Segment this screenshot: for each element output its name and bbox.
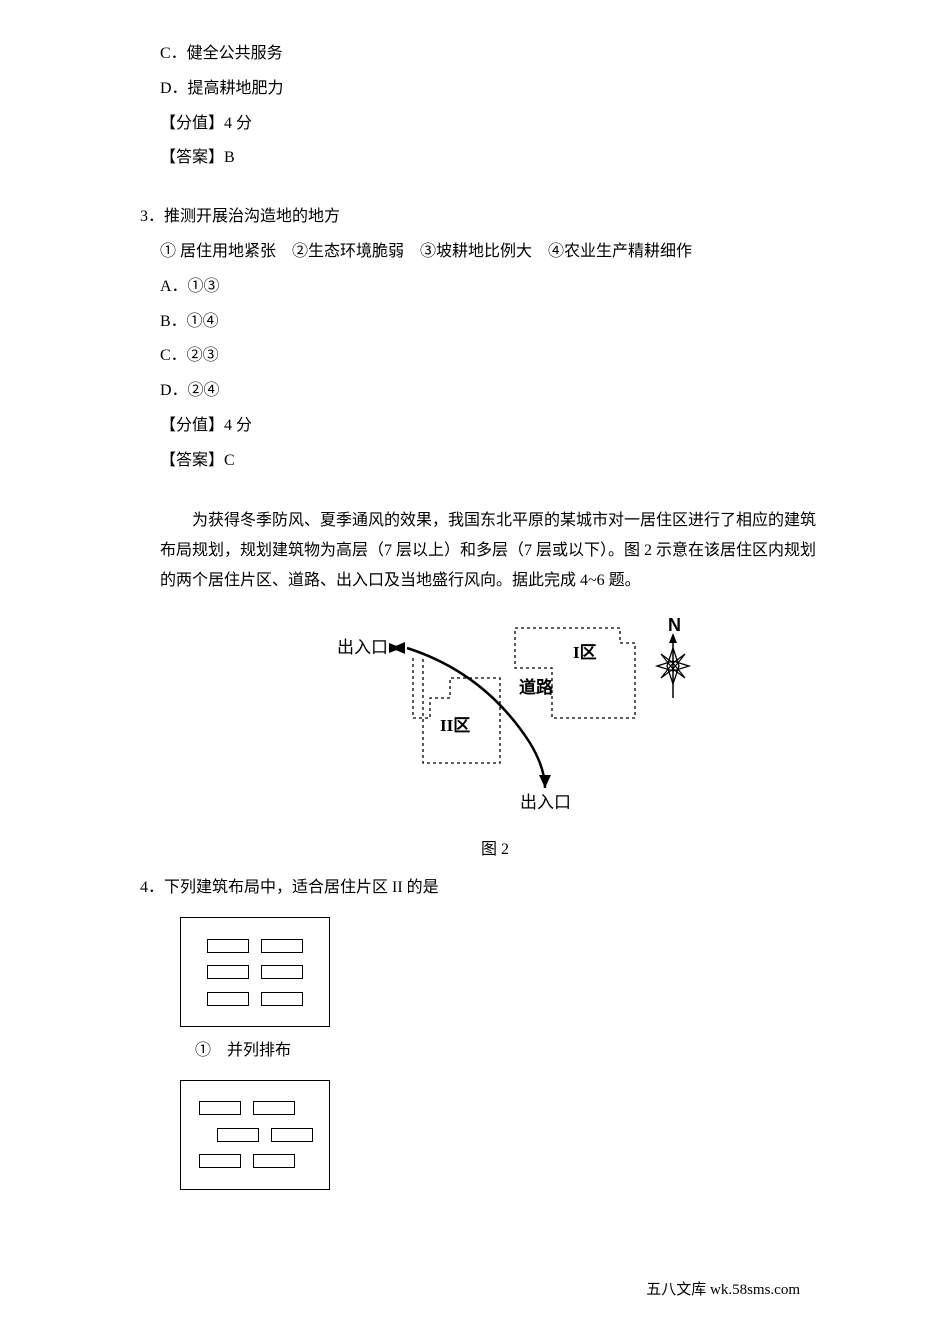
building-icon [261,965,303,979]
layout1-row3 [207,992,303,1006]
layout1-row2 [207,965,303,979]
layout1-row1 [207,939,303,953]
building-icon [199,1101,241,1115]
layout2-row3 [181,1154,329,1168]
q3-answer: 【答案】C [160,447,890,476]
q4-stem: 4．下列建筑布局中，适合居住片区 II 的是 [140,874,890,903]
q3-option-d: D．②④ [160,377,890,406]
fig2-entrance-left-text: 出入口 [337,638,388,657]
q2-answer: 【答案】B [160,144,890,173]
fig2-zone1-outline [515,628,635,718]
fig2-north-label: N [668,615,681,635]
q3-choices-line: ① 居住用地紧张 ②生态环境脆弱 ③坡耕地比例大 ④农业生产精耕细作 [160,238,890,267]
fig2-zone2-outline [413,658,500,763]
building-icon [253,1101,295,1115]
building-icon [207,965,249,979]
fig2-zone1-label: I区 [573,643,597,662]
q2-option-d: D．提高耕地肥力 [160,75,890,104]
fig2-road-label: 道路 [519,677,554,697]
footer-watermark: 五八文库 wk.58sms.com [646,1277,800,1304]
building-icon [261,939,303,953]
q3-score: 【分值】4 分 [160,412,890,441]
q2-option-c: C．健全公共服务 [160,40,890,69]
q2-score: 【分值】4 分 [160,110,890,139]
building-icon [207,992,249,1006]
building-icon [261,992,303,1006]
figure-2-container: 出入口 II区 道路 I区 出入口 N [100,613,890,824]
figure-2-caption: 图 2 [100,836,890,865]
layout-option-1-box [180,917,330,1027]
fig2-zone2-label: II区 [440,716,470,735]
q3-option-c: C．②③ [160,342,890,371]
building-icon [271,1128,313,1142]
layout2-row2 [181,1128,329,1142]
figure-2-svg: 出入口 II区 道路 I区 出入口 N [295,613,695,813]
layout-option-2-box [180,1080,330,1190]
fig2-arrow-left [391,642,405,654]
q3-option-b: B．①④ [160,308,890,337]
building-icon [217,1128,259,1142]
building-icon [253,1154,295,1168]
fig2-entrance-bottom-text: 出入口 [520,793,571,812]
building-icon [207,939,249,953]
layout2-row1 [181,1101,329,1115]
q3-option-a: A．①③ [160,273,890,302]
fig2-triangle-bottom [539,775,551,788]
building-icon [199,1154,241,1168]
q3-stem: 3．推测开展治沟造地的地方 [140,203,890,232]
passage-4-6: 为获得冬季防风、夏季通风的效果，我国东北平原的某城市对一居住区进行了相应的建筑布… [160,506,830,597]
layout-option-1-label: ① 并列排布 [195,1037,890,1066]
